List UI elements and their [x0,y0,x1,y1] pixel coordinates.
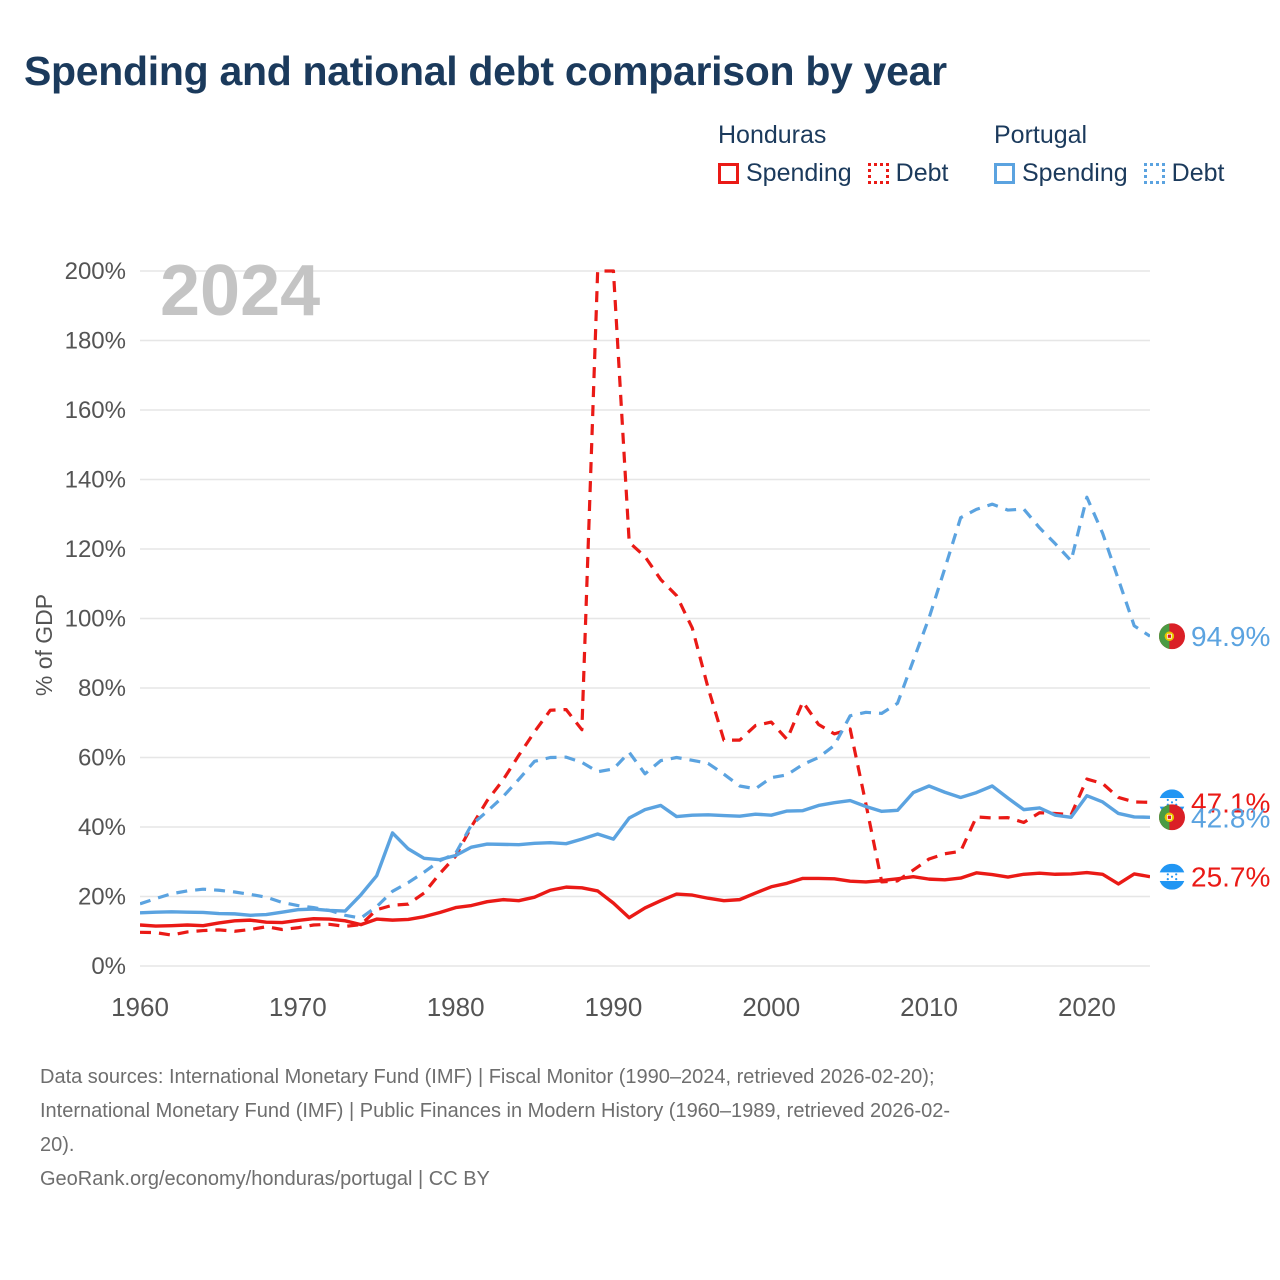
chart-area: 2024 [0,230,1280,1030]
flag-icon-portugal [1159,623,1185,649]
legend-item-honduras-debt[interactable]: Debt [867,159,949,187]
legend-swatch-solid-icon [718,162,739,184]
legend-country-portugal: Portugal [994,121,1088,149]
chart-end-markers: 94.9% 47.1%42.8% 25.7% [1159,621,1270,893]
y-tick-label: 60% [78,745,126,772]
y-tick-label: 20% [78,884,126,911]
legend-label-honduras-debt: Debt [895,159,949,187]
x-tick-label: 2000 [742,992,800,1022]
legend-label-portugal-spending: Spending [1022,159,1128,187]
series-line-portugal-spending [140,784,1150,917]
chart-y-axis-title: % of GDP [31,594,57,696]
end-value-label-honduras-spending: 25.7% [1191,862,1270,893]
footer-sources-line-1: Data sources: International Monetary Fun… [40,1066,935,1088]
end-value-label-honduras-debt: 47.1% [1191,787,1270,818]
chart-legend: Honduras Spending Debt Portugal [718,120,1258,186]
watermark-year: 2024 [160,251,321,331]
chart-x-axis-labels: 1960 1970 1980 1990 2000 2010 2020 [111,992,1116,1022]
chart-series-lines [140,269,1150,937]
chart-gridlines [140,270,1150,967]
end-value-label-portugal-debt: 94.9% [1191,621,1270,652]
legend-label-honduras-spending: Spending [746,159,852,187]
x-tick-label: 1960 [111,992,169,1022]
x-tick-label: 1980 [427,992,485,1022]
chart-footer: Data sources: International Monetary Fun… [40,1060,1240,1196]
footer-attribution: GeoRank.org/economy/honduras/portugal | … [40,1168,490,1190]
flag-icon-portugal [1159,804,1185,830]
y-tick-label: 100% [65,606,126,633]
flag-icon-honduras [1159,864,1185,890]
legend-item-portugal-spending[interactable]: Spending [994,160,1128,186]
y-tick-label: 120% [65,536,126,563]
series-line-portugal-debt [140,495,1150,920]
legend-group-portugal: Portugal Spending Debt [994,120,1258,186]
y-tick-label: 180% [65,328,126,355]
y-tick-label: 160% [65,397,126,424]
page-title: Spending and national debt comparison by… [24,48,947,94]
series-line-honduras-spending [140,870,1150,928]
x-tick-label: 2020 [1058,992,1116,1022]
legend-swatch-dotted-icon [867,162,889,184]
series-line-honduras-debt [140,269,1150,937]
chart-y-axis-labels: 0% 20% 40% 60% 80% 100% 120% 140% 160% 180% 200% [65,258,126,980]
legend-country-honduras: Honduras [718,121,827,149]
y-tick-label: 0% [91,953,126,980]
end-value-label-portugal-spending: 42.8% [1191,802,1270,833]
x-tick-label: 2010 [900,992,958,1022]
legend-group-honduras: Honduras Spending Debt [718,120,994,186]
y-tick-label: 200% [65,258,126,285]
x-tick-label: 1990 [585,992,643,1022]
line-chart: 0% 20% 40% 60% 80% 100% 120% 140% 160% 180% 200% 1… [31,258,1270,1022]
y-tick-label: 80% [78,675,126,702]
y-tick-label: 40% [78,814,126,841]
x-tick-label: 1970 [269,992,327,1022]
legend-item-honduras-spending[interactable]: Spending [718,160,852,186]
y-tick-label: 140% [65,467,126,494]
legend-item-portugal-debt[interactable]: Debt [1143,159,1225,187]
legend-swatch-dotted-icon [1143,162,1165,184]
legend-swatch-solid-icon [994,162,1015,184]
footer-sources-line-3: 20). [40,1134,75,1156]
footer-sources-line-2: International Monetary Fund (IMF) | Publ… [40,1100,951,1122]
legend-label-portugal-debt: Debt [1171,159,1225,187]
